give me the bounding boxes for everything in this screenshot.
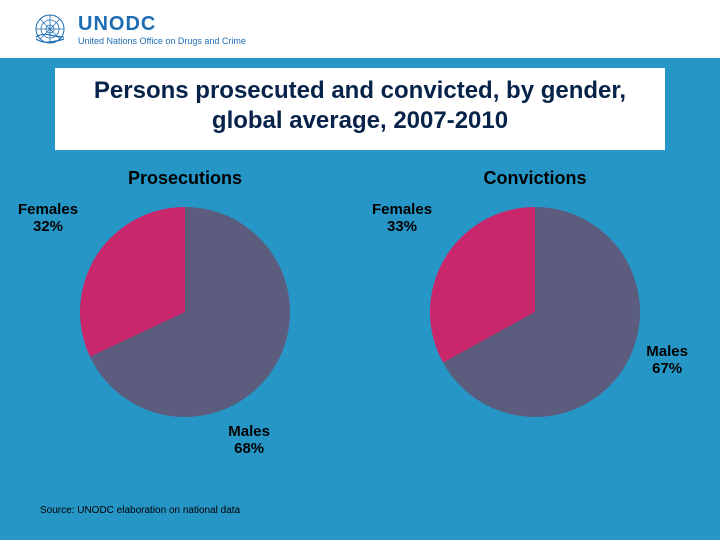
source-note: Source: UNODC elaboration on national da… (40, 505, 240, 516)
chart-title: Convictions (395, 168, 675, 189)
title-bar: Persons prosecuted and convicted, by gen… (55, 68, 665, 150)
slice-name: Females (372, 201, 432, 218)
header-text: UNODC United Nations Office on Drugs and… (78, 13, 246, 46)
slice-name: Females (18, 201, 78, 218)
slice-label-females: Females 32% (18, 201, 78, 236)
pie-chart (430, 207, 640, 417)
charts-row: Prosecutions Females 32% Males 68% Convi… (0, 168, 720, 417)
slice-value: 33% (387, 218, 417, 235)
slice-label-males: Males 68% (228, 423, 270, 458)
slice-value: 32% (33, 218, 63, 235)
slice-name: Males (228, 423, 270, 440)
header-bar: UNODC United Nations Office on Drugs and… (0, 0, 720, 58)
main-panel: Persons prosecuted and convicted, by gen… (0, 58, 720, 540)
slice-name: Males (646, 343, 688, 360)
slice-value: 67% (652, 360, 682, 377)
header-acronym: UNODC (78, 13, 246, 36)
header-subtitle: United Nations Office on Drugs and Crime (78, 36, 246, 46)
chart-title: Prosecutions (45, 168, 325, 189)
slice-label-females: Females 33% (372, 201, 432, 236)
page-title: Persons prosecuted and convicted, by gen… (75, 76, 645, 136)
slice-label-males: Males 67% (646, 343, 688, 378)
pie-chart (80, 207, 290, 417)
chart-prosecutions: Prosecutions Females 32% Males 68% (45, 168, 325, 417)
pie-wrap: Females 33% Males 67% (430, 207, 640, 417)
chart-convictions: Convictions Females 33% Males 67% (395, 168, 675, 417)
slice-value: 68% (234, 440, 264, 457)
un-emblem-icon (30, 9, 70, 49)
pie-wrap: Females 32% Males 68% (80, 207, 290, 417)
